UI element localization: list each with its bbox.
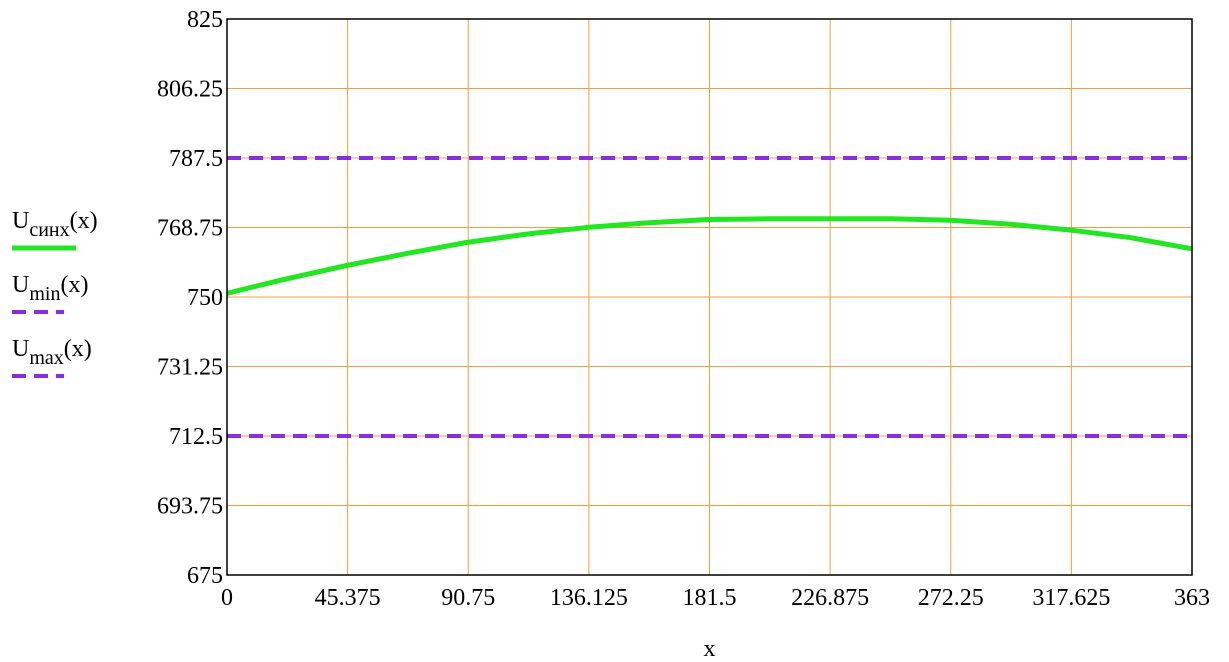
plot-series	[226, 156, 1193, 438]
y-tick-labels: 825 806.25 787.5 768.75 750 731.25 712.5 693.75…	[157, 7, 223, 589]
y-tick-label: 825	[187, 7, 223, 33]
x-axis-label: x	[704, 636, 716, 662]
y-tick-label: 693.75	[157, 494, 223, 520]
legend-label: Umax(x)	[12, 336, 92, 369]
y-tick-label: 731.25	[157, 355, 223, 381]
plot-frame	[226, 18, 1193, 576]
series-line-синх	[226, 216, 1193, 296]
x-tick-label: 136.125	[550, 585, 628, 611]
grid	[227, 19, 1192, 575]
y-tick-label: 675	[187, 563, 223, 589]
legend-entry-max: Umax(x)	[12, 336, 92, 378]
y-tick-label: 787.5	[169, 146, 223, 172]
x-tick-label: 90.75	[441, 585, 495, 611]
legend-entry-синх: Uсинх(x)	[12, 208, 98, 251]
x-tick-label: 317.625	[1032, 585, 1110, 611]
legend: Uсинх(x) Umin(x) Umax(x)	[12, 208, 98, 378]
legend-label: Umin(x)	[12, 272, 88, 305]
y-tick-label: 806.25	[157, 77, 223, 103]
legend-entry-min: Umin(x)	[12, 272, 88, 314]
y-tick-label: 768.75	[157, 216, 223, 242]
x-tick-label: 226.875	[791, 585, 869, 611]
x-tick-label: 181.5	[683, 585, 737, 611]
y-tick-label: 750	[187, 285, 223, 311]
x-tick-label: 272.25	[918, 585, 984, 611]
x-tick-label: 45.375	[315, 585, 381, 611]
x-tick-label: 363	[1174, 585, 1210, 611]
x-tick-label: 0	[221, 585, 233, 611]
x-tick-labels: 0 45.375 90.75 136.125 181.5 226.875 272.25 317…	[221, 585, 1210, 611]
legend-label: Uсинх(x)	[12, 208, 98, 241]
y-tick-label: 712.5	[169, 424, 223, 450]
